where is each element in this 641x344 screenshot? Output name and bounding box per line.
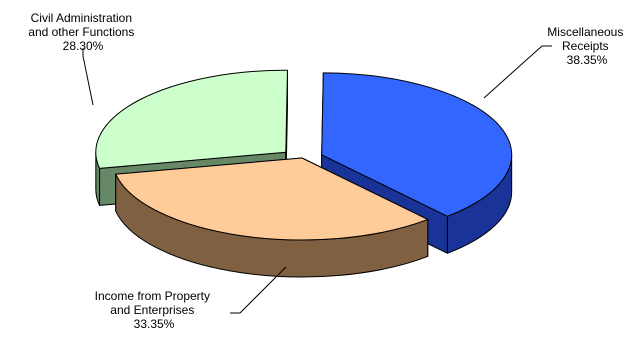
leader-lines bbox=[82, 45, 552, 314]
slice-top bbox=[95, 69, 288, 169]
leader-line-civil bbox=[82, 48, 94, 106]
slice-income-from-property bbox=[115, 157, 429, 278]
slice-top bbox=[115, 157, 429, 241]
label-line-2: Receipts bbox=[562, 39, 609, 53]
data-label-miscellaneous-receipts: Miscellaneous Receipts 38.35% bbox=[547, 25, 626, 67]
data-labels: Miscellaneous Receipts 38.35% Income fro… bbox=[28, 11, 626, 331]
label-line-1: Income from Property bbox=[95, 289, 210, 303]
label-value: 28.30% bbox=[63, 39, 104, 53]
data-label-income-from-property: Income from Property and Enterprises 33.… bbox=[95, 289, 214, 331]
label-value: 33.35% bbox=[134, 317, 175, 331]
label-value: 38.35% bbox=[567, 53, 608, 67]
leader-line-income bbox=[230, 266, 287, 314]
slice-top bbox=[321, 72, 513, 217]
label-line-2: and Enterprises bbox=[110, 303, 194, 317]
label-line-1: Miscellaneous bbox=[547, 25, 623, 39]
leader-line-miscellaneous bbox=[483, 45, 552, 99]
label-line-2: and other Functions bbox=[28, 25, 134, 39]
label-line-1: Civil Administration bbox=[31, 11, 132, 25]
slices-layer bbox=[95, 69, 513, 278]
data-label-civil-administration: Civil Administration and other Functions… bbox=[28, 11, 137, 53]
